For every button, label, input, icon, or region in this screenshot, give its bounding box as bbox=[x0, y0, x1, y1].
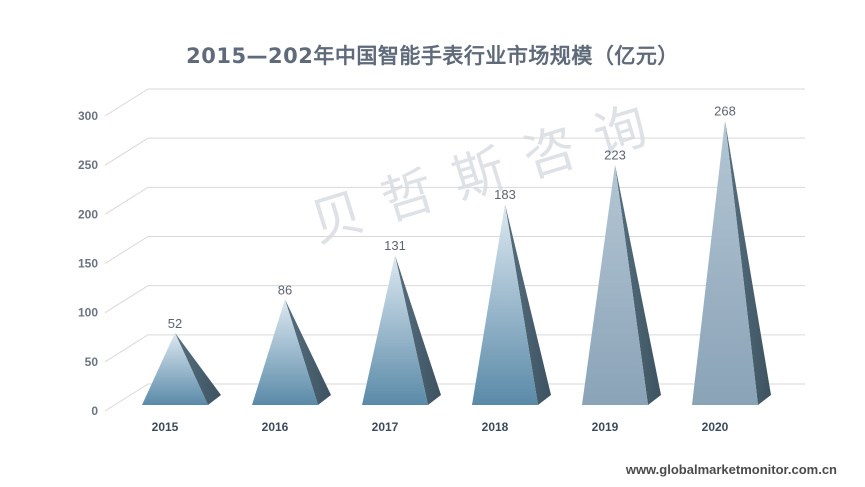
data-label: 86 bbox=[278, 282, 292, 297]
data-label: 268 bbox=[714, 103, 736, 118]
x-tick-label: 2017 bbox=[372, 420, 399, 434]
pyramid-front-face bbox=[142, 332, 208, 405]
y-tick-label: 300 bbox=[78, 109, 98, 123]
y-tick-label: 100 bbox=[78, 306, 98, 320]
gridline bbox=[104, 186, 805, 215]
x-axis-ticks: 2015 2016 2017 2018 2019 2020 bbox=[152, 420, 729, 434]
pyramid-front-face bbox=[692, 120, 758, 405]
gridline bbox=[104, 137, 805, 166]
data-label: 52 bbox=[168, 316, 182, 331]
pyramid-front-face bbox=[472, 204, 538, 405]
data-label: 131 bbox=[384, 238, 406, 253]
x-tick-label: 2016 bbox=[262, 420, 289, 434]
pyramid-side-face bbox=[725, 120, 771, 405]
pyramid-front-face bbox=[582, 164, 648, 405]
x-tick-label: 2018 bbox=[482, 420, 509, 434]
y-tick-label: 0 bbox=[91, 404, 98, 418]
gridline bbox=[104, 285, 805, 314]
pyramid-front-face bbox=[362, 255, 428, 405]
pyramid-bar bbox=[362, 255, 441, 405]
y-axis-ticks: 0 50 100 150 200 250 300 bbox=[78, 109, 98, 418]
pyramid-bar bbox=[142, 332, 221, 405]
data-label: 183 bbox=[494, 187, 516, 202]
gridline bbox=[104, 334, 805, 363]
pyramid-bar bbox=[582, 164, 661, 405]
pyramid-side-face bbox=[615, 164, 661, 405]
gridline bbox=[104, 88, 805, 117]
y-tick-label: 50 bbox=[85, 355, 99, 369]
pyramid-bar bbox=[252, 299, 331, 405]
y-tick-label: 250 bbox=[78, 158, 98, 172]
chart-title: 2015—202年中国智能手表行业市场规模（亿元） bbox=[186, 44, 679, 68]
y-tick-label: 150 bbox=[78, 257, 98, 271]
gridlines bbox=[104, 88, 805, 412]
data-labels: 52 86 131 183 223 268 bbox=[168, 103, 736, 330]
pyramid-side-face bbox=[505, 204, 551, 405]
data-label: 223 bbox=[604, 148, 626, 163]
footer-website: www.globalmarketmonitor.com.cn bbox=[625, 462, 837, 477]
pyramid-side-face bbox=[285, 299, 331, 405]
x-tick-label: 2019 bbox=[592, 420, 619, 434]
bars bbox=[142, 120, 771, 405]
x-tick-label: 2015 bbox=[152, 420, 179, 434]
pyramid-side-face bbox=[175, 332, 221, 405]
y-tick-label: 200 bbox=[78, 207, 98, 221]
pyramid-bar bbox=[472, 204, 551, 405]
pyramid-bar bbox=[692, 120, 771, 405]
pyramid-side-face bbox=[395, 255, 441, 405]
x-tick-label: 2020 bbox=[702, 420, 729, 434]
gridline bbox=[104, 236, 805, 264]
pyramid-front-face bbox=[252, 299, 318, 405]
